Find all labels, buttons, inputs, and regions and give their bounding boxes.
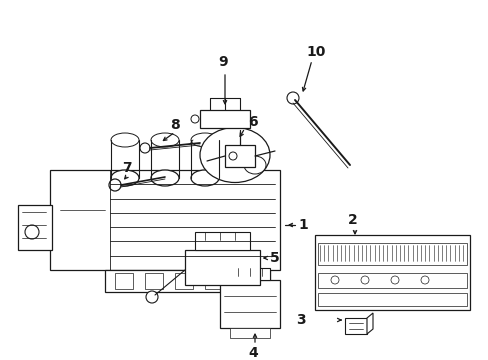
Circle shape (330, 276, 338, 284)
Bar (317, 293, 466, 306)
Circle shape (286, 92, 298, 104)
Ellipse shape (151, 133, 179, 147)
Bar (195, 232, 249, 250)
Bar (18, 205, 52, 250)
Ellipse shape (244, 156, 265, 174)
Circle shape (390, 276, 398, 284)
Circle shape (140, 143, 150, 153)
Circle shape (191, 115, 199, 123)
Ellipse shape (111, 133, 139, 147)
Polygon shape (366, 313, 372, 334)
Ellipse shape (151, 170, 179, 186)
Text: 5: 5 (269, 251, 279, 265)
Bar (314, 235, 469, 310)
Bar (220, 280, 280, 328)
Text: 10: 10 (305, 45, 325, 59)
Bar (224, 145, 254, 167)
Bar (115, 273, 133, 289)
Text: 4: 4 (247, 346, 257, 360)
Text: 9: 9 (218, 55, 227, 69)
Circle shape (360, 276, 368, 284)
Bar (50, 170, 280, 270)
Bar (317, 273, 466, 288)
Circle shape (109, 179, 121, 191)
Circle shape (25, 225, 39, 239)
Text: 7: 7 (122, 161, 131, 175)
Text: 2: 2 (347, 213, 357, 227)
Bar (204, 273, 223, 289)
Bar (105, 270, 269, 292)
Bar (317, 243, 466, 265)
Ellipse shape (200, 127, 269, 183)
Text: 3: 3 (295, 313, 305, 327)
Ellipse shape (111, 170, 139, 186)
Bar (229, 328, 269, 338)
Ellipse shape (191, 170, 219, 186)
Text: 1: 1 (297, 218, 307, 232)
Bar (229, 268, 269, 280)
Text: 6: 6 (247, 115, 257, 129)
Bar (184, 250, 260, 285)
Circle shape (420, 276, 428, 284)
Bar (235, 273, 252, 289)
Bar (145, 273, 163, 289)
Circle shape (146, 291, 158, 303)
Text: 8: 8 (170, 118, 180, 132)
Circle shape (228, 152, 237, 160)
Ellipse shape (191, 133, 219, 147)
Bar (175, 273, 193, 289)
Bar (345, 318, 366, 334)
Bar (200, 110, 249, 128)
